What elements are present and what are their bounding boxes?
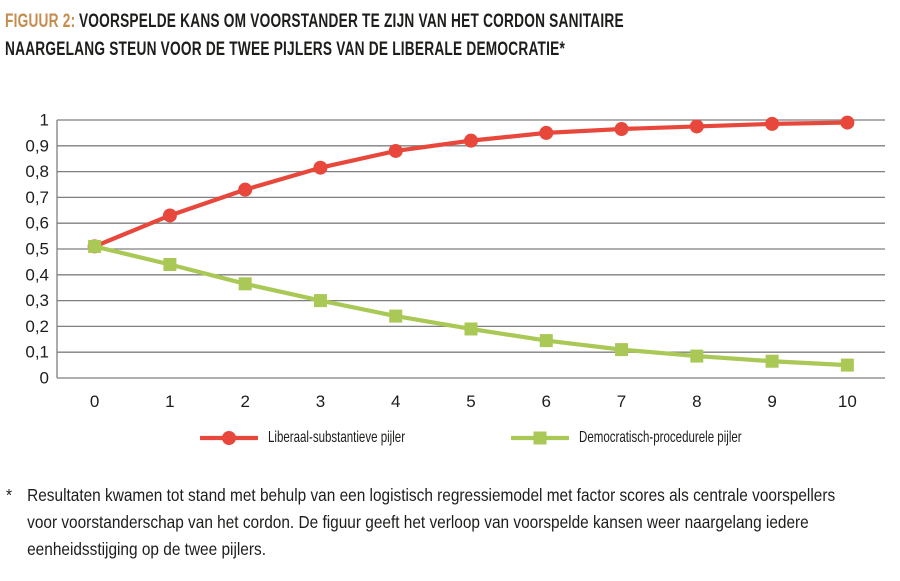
data-point-square: [690, 349, 704, 363]
y-tick-label: 0,9: [25, 136, 49, 155]
y-tick-label: 0,6: [25, 214, 49, 233]
figure-title-line2: NAARGELANG STEUN VOOR DE TWEE PIJLERS VA…: [5, 39, 566, 60]
data-point-square: [238, 277, 252, 291]
data-point-square: [840, 358, 854, 372]
data-point-square: [615, 343, 629, 357]
line-chart-svg: 00,10,20,30,40,50,60,70,80,910 1 2 3 4 5 6 7 8 9 1…: [25, 111, 885, 411]
chart-legend: Liberaal-substantieve pijler Democratisc…: [0, 424, 900, 452]
y-tick-label: 0,5: [25, 240, 49, 259]
x-tick-label: 9: [767, 392, 776, 411]
y-tick-label: 0,8: [25, 162, 49, 181]
x-tick-label: 6: [542, 392, 551, 411]
x-tick-label: 3: [316, 392, 325, 411]
data-point-circle: [464, 133, 478, 148]
legend-label-democratisch-procedurele-pijler: Democratisch-procedurele pijler: [579, 429, 742, 446]
figure-label: FIGUUR 2:: [5, 11, 76, 32]
chart: 0 0,1 0,2 0,3 0,4 0,5 0,6 0,7 0,8 0,9 1 0 1 2 3 4 5 6 7 8 9 1…: [0, 95, 900, 425]
data-point-circle: [840, 115, 855, 130]
figure-title: FIGUUR 2: VOORSPELDE KANS OM VOORSTANDER …: [5, 8, 898, 64]
x-tick-label: 7: [617, 392, 626, 411]
data-point-square: [539, 334, 553, 348]
data-point-square: [163, 257, 177, 271]
legend-item-democratisch-procedurele-pijler: Democratisch-procedurele pijler: [511, 424, 805, 452]
data-point-circle: [614, 122, 629, 137]
y-tick-label: 0,7: [25, 188, 49, 207]
figure-title-row1: FIGUUR 2: VOORSPELDE KANS OM VOORSTANDER …: [5, 8, 898, 36]
x-tick-label: 8: [692, 392, 701, 411]
footnote-text: Resultaten kwamen tot stand met behulp v…: [27, 485, 836, 559]
legend-item-liberaal-substantieve-pijler: Liberaal-substantieve pijler: [200, 424, 458, 452]
legend-label-liberaal-substantieve-pijler: Liberaal-substantieve pijler: [268, 429, 406, 446]
data-point-square: [464, 322, 478, 336]
y-tick-label: 0,1: [25, 343, 49, 362]
x-tick-label: 2: [240, 392, 249, 411]
green-line-square-marker-icon: [511, 431, 569, 445]
y-tick-label: 0: [40, 369, 49, 388]
data-point-square: [765, 354, 779, 368]
x-tick-label: 1: [165, 392, 174, 411]
y-tick-label: 1: [40, 111, 49, 130]
y-tick-label: 0,2: [25, 317, 49, 336]
x-tick-label: 0: [90, 392, 99, 411]
data-point-circle: [539, 125, 554, 140]
data-point-circle: [313, 160, 328, 175]
footnote-asterisk: *: [6, 485, 12, 505]
data-point-circle: [689, 119, 704, 134]
figure-title-line1: VOORSPELDE KANS OM VOORSTANDER TE ZIJN V…: [78, 11, 624, 32]
x-tick-label: 10: [838, 392, 857, 411]
x-tick-label: 5: [466, 392, 475, 411]
y-tick-label: 0,3: [25, 291, 49, 310]
data-point-circle: [765, 116, 780, 131]
y-tick-label: 0,4: [25, 265, 49, 284]
red-line-circle-marker-icon: [200, 431, 258, 445]
footnote: * Resultaten kwamen tot stand met behulp…: [6, 482, 877, 563]
data-point-circle: [388, 143, 403, 158]
data-point-square: [389, 309, 403, 323]
data-point-square: [313, 294, 327, 308]
data-point-circle: [238, 182, 253, 197]
data-point-square: [88, 239, 102, 253]
series-line-1: [92, 244, 850, 368]
x-tick-label: 4: [391, 392, 400, 411]
data-point-circle: [162, 208, 177, 223]
